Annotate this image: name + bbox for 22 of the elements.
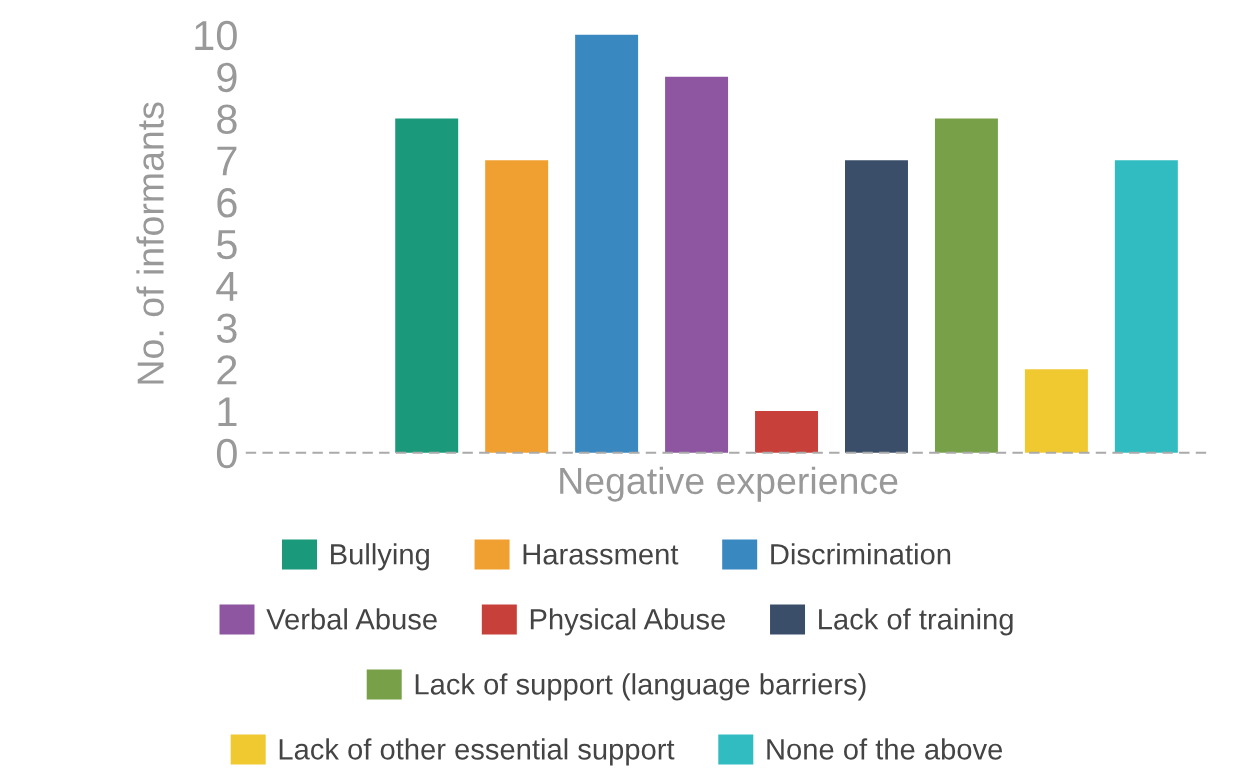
y-tick-label: 9 [217, 62, 237, 93]
y-tick-label: 1 [218, 397, 237, 427]
y-axis-title: No. of informants [136, 102, 164, 384]
legend-label: Lack of support (language barriers) [415, 673, 866, 701]
y-tick-label: 10 [195, 20, 237, 51]
legend-label: Bullying [331, 543, 429, 571]
y-tick-label: 5 [216, 230, 237, 260]
y-tick-label: 6 [217, 188, 237, 218]
legend-label: Verbal Abuse [266, 608, 437, 630]
legend-label: Discrimination [771, 543, 951, 565]
y-tick-label: 7 [217, 146, 237, 176]
legend-label: Harassment [523, 544, 679, 565]
y-tick-label: 3 [216, 313, 237, 343]
x-axis-title: Negative experience [560, 466, 898, 502]
legend-label: Lack of training [819, 608, 1013, 636]
y-tick-label: 0 [216, 438, 237, 469]
y-tick-label: 4 [216, 272, 238, 301]
y-tick-label: 8 [217, 104, 237, 134]
legend-label: Physical Abuse [530, 608, 725, 636]
legend-label: Lack of other essential support [279, 738, 675, 766]
y-tick-label: 2 [217, 355, 237, 385]
legend-label: None of the above [767, 738, 1003, 760]
